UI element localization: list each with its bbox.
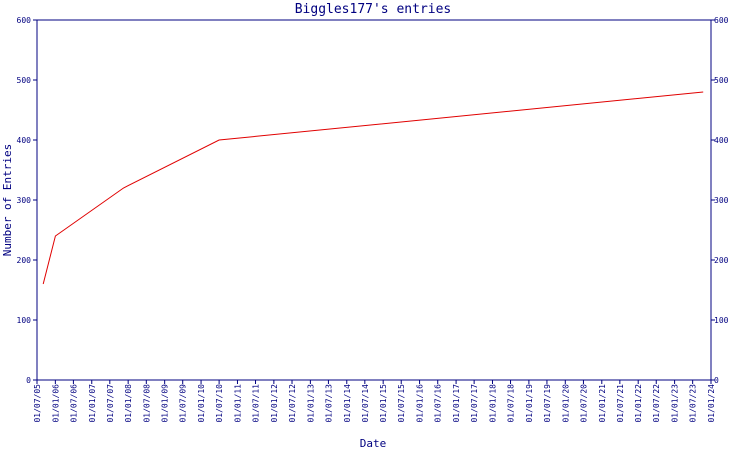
x-axis-label: Date bbox=[360, 437, 387, 450]
x-tick-label: 01/01/24 bbox=[707, 384, 716, 423]
x-tick-label: 01/01/13 bbox=[306, 384, 315, 423]
x-tick-label: 01/07/07 bbox=[106, 384, 115, 423]
x-tick-label: 01/01/23 bbox=[671, 384, 680, 423]
y-tick-label-left: 0 bbox=[26, 376, 31, 385]
x-tick-label: 01/01/14 bbox=[343, 384, 352, 423]
y-tick-label-right: 100 bbox=[714, 316, 729, 325]
x-tick-label: 01/01/16 bbox=[416, 384, 425, 423]
y-tick-label-left: 100 bbox=[17, 316, 32, 325]
x-tick-label: 01/01/19 bbox=[525, 384, 534, 423]
x-tick-label: 01/07/06 bbox=[69, 384, 78, 423]
y-tick-label-right: 200 bbox=[714, 256, 729, 265]
y-axis-left-ticks: 0 100 200 300 400 500 600 bbox=[17, 16, 37, 385]
x-tick-label: 01/07/17 bbox=[470, 384, 479, 423]
series-group bbox=[42, 91, 704, 285]
x-tick-label: 01/01/12 bbox=[270, 384, 279, 423]
axes bbox=[36, 19, 712, 381]
x-tick-label: 01/07/14 bbox=[361, 384, 370, 423]
y-axis-label: Number of Entries bbox=[1, 144, 14, 257]
x-tick-label: 01/01/15 bbox=[379, 384, 388, 423]
x-axis-ticks: 01/07/05 01/01/06 01/07/06 01/01/07 01/07/07… bbox=[33, 380, 716, 423]
x-tick-label: 01/07/05 bbox=[33, 384, 42, 423]
y-tick-label-right: 300 bbox=[714, 196, 729, 205]
y-tick-label-right: 500 bbox=[714, 76, 729, 85]
x-tick-label: 01/07/13 bbox=[324, 384, 333, 423]
x-tick-label: 01/01/22 bbox=[634, 384, 643, 423]
x-tick-label: 01/07/15 bbox=[397, 384, 406, 423]
x-tick-label: 01/01/10 bbox=[197, 384, 206, 423]
x-tick-label: 01/07/16 bbox=[434, 384, 443, 423]
x-tick-label: 01/01/20 bbox=[561, 384, 570, 423]
x-tick-label: 01/01/06 bbox=[51, 384, 60, 423]
x-tick-label: 01/07/08 bbox=[142, 384, 151, 423]
x-tick-label: 01/07/23 bbox=[689, 384, 698, 423]
x-tick-label: 01/07/09 bbox=[179, 384, 188, 423]
y-axis-right-ticks: 0 100 200 300 400 500 600 bbox=[711, 16, 729, 385]
y-tick-label-left: 200 bbox=[17, 256, 32, 265]
x-tick-label: 01/07/11 bbox=[252, 384, 261, 423]
series-line-0 bbox=[42, 91, 704, 285]
x-tick-label: 01/07/22 bbox=[652, 384, 661, 423]
x-tick-label: 01/07/21 bbox=[616, 384, 625, 423]
x-tick-label: 01/07/19 bbox=[543, 384, 552, 423]
y-tick-label-left: 600 bbox=[17, 16, 32, 25]
plot-frame bbox=[36, 19, 712, 381]
chart-title: Biggles177's entries bbox=[295, 2, 452, 17]
x-tick-label: 01/07/12 bbox=[288, 384, 297, 423]
y-tick-label-left: 400 bbox=[17, 136, 32, 145]
y-tick-label-left: 500 bbox=[17, 76, 32, 85]
x-tick-label: 01/01/07 bbox=[88, 384, 97, 423]
x-tick-label: 01/01/09 bbox=[161, 384, 170, 423]
x-tick-label: 01/01/11 bbox=[233, 384, 242, 423]
x-tick-label: 01/07/10 bbox=[215, 384, 224, 423]
y-tick-label-right: 0 bbox=[714, 376, 719, 385]
y-tick-label-left: 300 bbox=[17, 196, 32, 205]
x-tick-label: 01/01/08 bbox=[124, 384, 133, 423]
x-tick-label: 01/01/18 bbox=[488, 384, 497, 423]
x-tick-label: 01/07/18 bbox=[507, 384, 516, 423]
x-tick-label: 01/07/20 bbox=[579, 384, 588, 423]
y-tick-label-right: 600 bbox=[714, 16, 729, 25]
x-tick-label: 01/01/21 bbox=[598, 384, 607, 423]
x-tick-label: 01/01/17 bbox=[452, 384, 461, 423]
y-tick-label-right: 400 bbox=[714, 136, 729, 145]
